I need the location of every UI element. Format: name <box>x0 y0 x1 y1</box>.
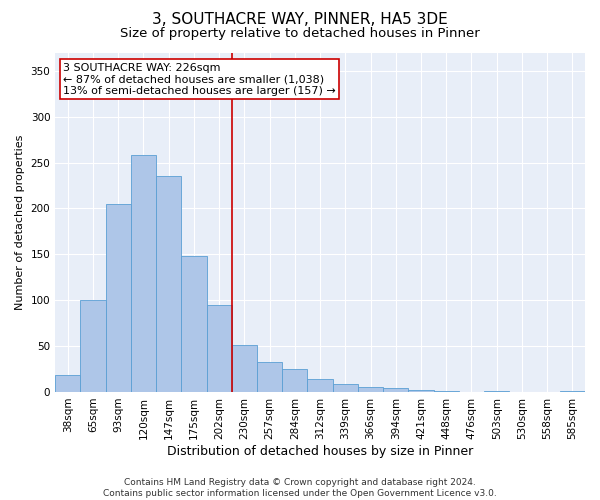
Bar <box>358 388 383 392</box>
Text: Size of property relative to detached houses in Pinner: Size of property relative to detached ho… <box>120 28 480 40</box>
Bar <box>332 384 358 392</box>
Text: 3, SOUTHACRE WAY, PINNER, HA5 3DE: 3, SOUTHACRE WAY, PINNER, HA5 3DE <box>152 12 448 28</box>
Bar <box>434 391 459 392</box>
Bar <box>206 305 232 392</box>
Text: 3 SOUTHACRE WAY: 226sqm
← 87% of detached houses are smaller (1,038)
13% of semi: 3 SOUTHACRE WAY: 226sqm ← 87% of detache… <box>63 62 336 96</box>
Y-axis label: Number of detached properties: Number of detached properties <box>15 134 25 310</box>
Bar <box>484 391 509 392</box>
X-axis label: Distribution of detached houses by size in Pinner: Distribution of detached houses by size … <box>167 444 473 458</box>
Bar <box>55 374 80 392</box>
Bar <box>181 256 206 392</box>
Bar <box>307 379 332 392</box>
Bar <box>106 204 131 392</box>
Bar <box>409 390 434 392</box>
Text: Contains HM Land Registry data © Crown copyright and database right 2024.
Contai: Contains HM Land Registry data © Crown c… <box>103 478 497 498</box>
Bar <box>131 156 156 392</box>
Bar <box>232 345 257 392</box>
Bar <box>383 388 409 392</box>
Bar <box>257 362 282 392</box>
Bar <box>80 300 106 392</box>
Bar <box>156 176 181 392</box>
Bar <box>560 391 585 392</box>
Bar <box>282 369 307 392</box>
